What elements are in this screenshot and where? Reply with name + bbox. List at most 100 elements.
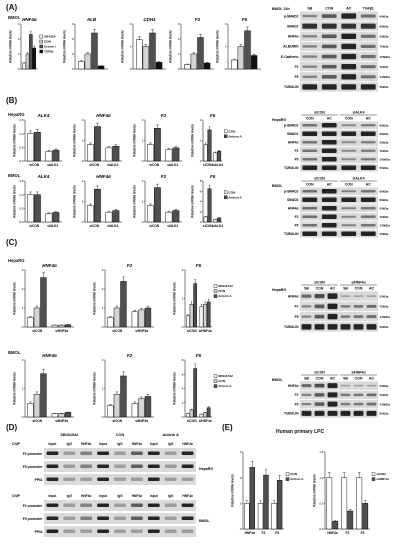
blot-band [321,197,337,203]
chip-band [130,503,143,507]
bar [107,317,114,328]
blot-lane-label: SB [304,287,309,291]
blot-band [341,33,357,40]
bar [34,194,41,223]
blot-band [302,23,318,29]
blot-band [341,224,357,227]
panel-label-d: (D) [6,423,18,432]
bar [257,503,264,530]
row-label-c-heparg: HepaRG [8,258,25,263]
blot-band [302,215,318,219]
blot-size-label: 60kDa [380,132,389,136]
chip-band [181,477,194,481]
blot-strip [300,390,378,400]
legend-swatch [224,129,228,133]
blot-band [366,324,377,330]
y-axis-label: Relative mRNA levels [73,185,77,218]
bar [207,129,212,162]
blot-strip [300,322,378,332]
blot-row-label: TUBULIN [284,325,299,329]
panel-label-a: (A) [6,3,18,12]
blot-strip [300,187,378,196]
x-tick-label: siALK4 [47,224,58,228]
blot-lane-label: TGFβ1 [363,7,374,11]
y-tick-label: 2 [102,358,104,362]
chip-lane-label: IgG [168,442,174,446]
blot-lane-label: AC [327,183,333,187]
blot-band [302,131,318,137]
blot-band [340,393,351,397]
x-tick-label: siCON [29,224,39,228]
blot-row-label: F5 [295,223,299,227]
bar [197,37,204,70]
y-tick-label: 1 [102,387,104,391]
chart-a-cdh1: CDH1 Relative mRNA levels 0 1 2 [121,17,166,71]
blot-band [327,401,338,407]
bar [231,59,238,70]
chip-band [97,503,110,507]
legend-swatch [285,477,290,481]
bar [32,47,36,70]
blot-lane-label: AC [369,287,375,291]
y-tick-label: 0 [82,220,84,224]
blot-band [360,44,376,48]
row-label-b-heparg: HepaRG [8,112,25,117]
legend-label: TGFβ1 [44,50,54,54]
blot-row-label: TUBULIN [284,85,299,89]
y-tick-label: 0 [182,415,184,419]
chip-lane-label: Input [49,494,58,498]
blot-band [314,324,325,330]
y-tick-label: 2 [22,287,24,291]
blot-band [301,384,312,388]
bar [136,39,143,70]
blot-band [314,393,325,397]
blot-band [360,131,376,137]
blot-band [340,402,351,406]
blot-band [301,324,312,330]
bar [165,211,173,223]
blot-band [327,303,338,310]
y-tick-label: 1.5 [319,450,324,454]
bar [29,34,33,70]
chip-band [80,529,93,533]
panel-label-e: (E) [222,423,233,432]
blot-band [360,231,376,237]
y-tick-label: 1 [102,306,104,310]
legend-swatch [213,379,218,383]
bar [154,187,161,223]
x-tick-label: siHNF4α [199,419,212,423]
blot-lane-label: CON [345,117,353,121]
blot-group-header: siALK4 [352,111,364,115]
bar [27,317,34,328]
blot-lane-label: CON [325,7,333,11]
bar [105,211,113,223]
chart-title: ALB [86,17,97,22]
y-tick-label: 2 [102,287,104,291]
bar [87,205,94,223]
chip-band [114,477,126,481]
blot-band [341,124,357,127]
chip-band [164,503,177,507]
bar [138,309,145,328]
bar [113,307,121,328]
blot-band [360,14,376,18]
row-label-c-bmol: BMOL [8,350,21,355]
blot-lane-label: SB [304,377,309,381]
bar [193,368,198,418]
chip-band [181,516,194,520]
y-tick-label: 3 [22,268,24,272]
blot-band [302,45,318,48]
blot-band [302,231,318,237]
blot-strip [300,399,378,409]
y-axis-label: Relative mRNA levels [73,124,77,157]
y-axis-label: Relative mRNA levels [133,185,137,218]
blot-strip [300,31,378,41]
blot-strip [300,72,378,82]
chart-c-bmol-hnf4a: HNF4α Relative mRNA levels 0 1 2 siCON siHNF4α [13,353,74,423]
blot-row-label: SMAD2 [287,132,299,136]
blot-band [314,304,325,309]
blot-row-label: HNF4α [288,384,299,388]
y-tick-label: 1 [225,45,227,49]
legend-label: CON [218,289,226,293]
y-tick-label: 1 [82,139,84,143]
